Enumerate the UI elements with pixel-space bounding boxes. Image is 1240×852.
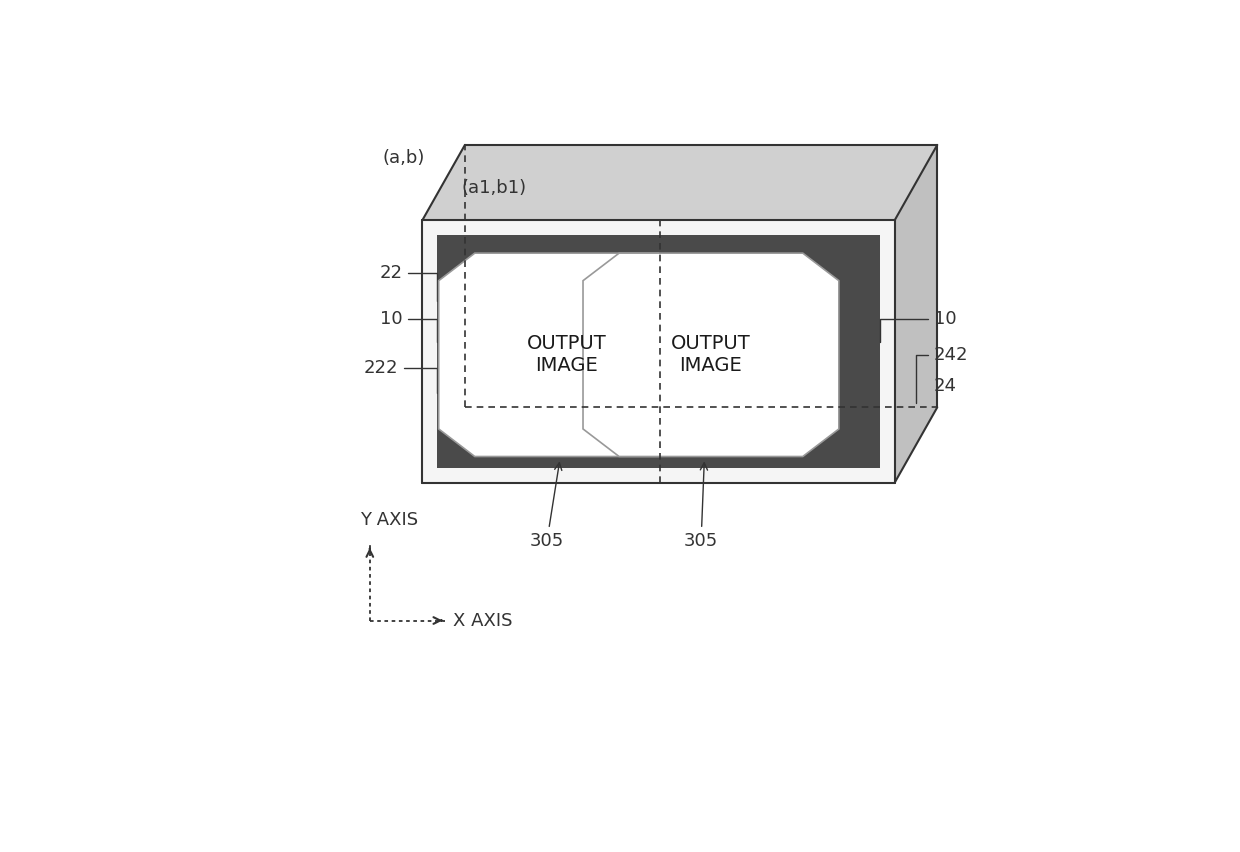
Text: 222: 222: [363, 359, 436, 393]
Polygon shape: [423, 221, 894, 483]
Text: 22: 22: [379, 264, 436, 302]
Text: 10: 10: [880, 310, 956, 342]
Text: 24: 24: [934, 377, 957, 394]
Polygon shape: [439, 253, 694, 457]
Text: 305: 305: [684, 463, 718, 550]
Text: (a,b): (a,b): [383, 149, 425, 167]
Polygon shape: [894, 145, 937, 483]
Text: 305: 305: [529, 463, 564, 550]
Text: OUTPUT
IMAGE: OUTPUT IMAGE: [671, 334, 750, 376]
Text: OUTPUT
IMAGE: OUTPUT IMAGE: [527, 334, 606, 376]
Polygon shape: [436, 235, 880, 469]
Polygon shape: [423, 145, 937, 221]
Text: 10: 10: [379, 310, 436, 342]
Text: Y AXIS: Y AXIS: [360, 510, 418, 528]
Polygon shape: [583, 253, 839, 457]
Text: X AXIS: X AXIS: [453, 612, 512, 630]
Text: (a1,b1): (a1,b1): [461, 179, 527, 197]
Text: 242: 242: [916, 346, 968, 403]
